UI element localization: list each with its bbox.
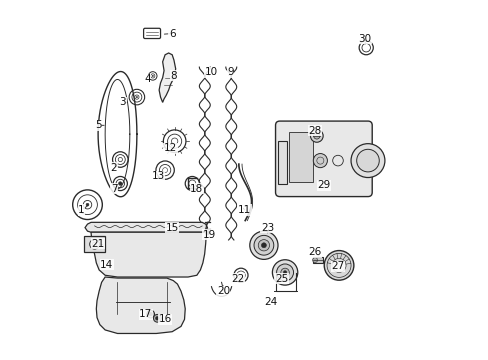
Text: 12: 12	[163, 143, 177, 153]
Text: 18: 18	[190, 184, 203, 194]
Circle shape	[280, 268, 289, 277]
Text: 23: 23	[260, 222, 273, 233]
Circle shape	[155, 316, 159, 320]
Circle shape	[312, 258, 317, 262]
Text: 17: 17	[139, 309, 152, 319]
Text: 28: 28	[308, 126, 321, 136]
Text: 14: 14	[100, 260, 113, 270]
Polygon shape	[96, 277, 185, 333]
Polygon shape	[159, 53, 175, 102]
Circle shape	[258, 240, 269, 251]
Text: 6: 6	[168, 28, 175, 39]
Text: 9: 9	[226, 67, 233, 77]
Text: 25: 25	[274, 274, 287, 284]
Polygon shape	[91, 232, 206, 277]
Circle shape	[310, 130, 323, 142]
Circle shape	[146, 310, 154, 318]
Circle shape	[118, 182, 122, 185]
Text: 27: 27	[331, 261, 344, 271]
Circle shape	[152, 75, 153, 77]
Text: 30: 30	[357, 34, 370, 44]
Circle shape	[272, 260, 297, 285]
Circle shape	[356, 149, 379, 172]
Text: 16: 16	[158, 314, 171, 324]
Text: 24: 24	[264, 297, 277, 307]
Bar	[313, 257, 323, 263]
Circle shape	[283, 271, 286, 274]
Text: 22: 22	[230, 274, 244, 284]
Circle shape	[86, 203, 89, 206]
Circle shape	[324, 251, 353, 280]
Text: 26: 26	[308, 247, 321, 257]
Circle shape	[276, 264, 293, 281]
Bar	[278, 141, 286, 184]
Text: 29: 29	[317, 180, 330, 190]
Text: 4: 4	[144, 75, 150, 85]
FancyBboxPatch shape	[275, 121, 371, 197]
Text: 19: 19	[202, 230, 215, 240]
Circle shape	[89, 239, 99, 249]
Text: 5: 5	[95, 120, 101, 130]
Circle shape	[153, 314, 161, 322]
Text: 15: 15	[165, 222, 179, 233]
Circle shape	[261, 243, 266, 248]
Circle shape	[313, 133, 319, 139]
Text: 7: 7	[110, 184, 117, 194]
Polygon shape	[85, 222, 207, 232]
Text: 8: 8	[170, 71, 177, 81]
Text: 1: 1	[78, 205, 84, 215]
Circle shape	[313, 153, 327, 168]
Bar	[84, 237, 105, 252]
Text: 20: 20	[216, 286, 229, 296]
Text: 3: 3	[119, 98, 126, 107]
Circle shape	[249, 231, 278, 259]
Text: 21: 21	[91, 239, 104, 248]
Circle shape	[148, 312, 152, 316]
Circle shape	[136, 96, 137, 98]
Text: 2: 2	[110, 163, 117, 173]
Text: 10: 10	[204, 67, 217, 77]
Text: 11: 11	[237, 205, 251, 215]
Text: 13: 13	[151, 171, 164, 181]
Bar	[288, 132, 313, 182]
Circle shape	[253, 235, 273, 255]
Circle shape	[205, 231, 209, 235]
Circle shape	[350, 144, 384, 177]
